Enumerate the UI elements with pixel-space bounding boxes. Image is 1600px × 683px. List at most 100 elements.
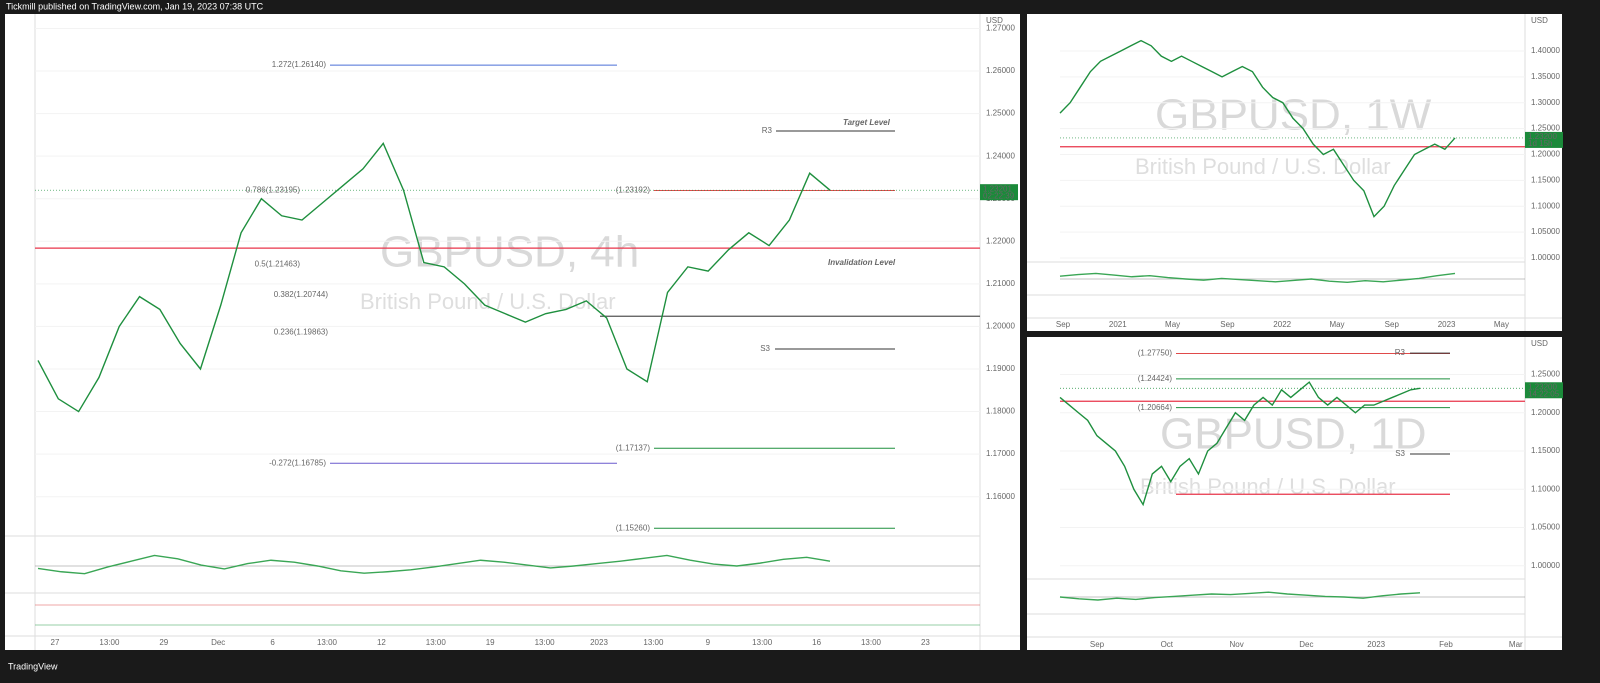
price-line [1059, 381, 1421, 507]
annotation-label: (1.24424) [1138, 374, 1173, 383]
x-tick-label: 29 [159, 638, 168, 647]
y-tick-label: 1.22000 [986, 236, 1015, 245]
header-text: Tickmill published on TradingView.com, J… [6, 1, 264, 11]
y-tick-label: 1.40000 [1531, 46, 1560, 55]
x-tick-label: 6 [270, 638, 275, 647]
y-tick-label: 1.25000 [1531, 370, 1560, 379]
watermark-subtitle: British Pound / U.S. Dollar [1140, 474, 1396, 499]
x-tick-label: Dec [1299, 640, 1313, 649]
annotation-label: S3 [760, 344, 770, 353]
x-tick-label: May [1329, 320, 1344, 329]
annotation-label: (1.17137) [616, 443, 651, 452]
x-tick-label: 13:00 [99, 638, 120, 647]
x-tick-label: 13:00 [861, 638, 882, 647]
x-tick-label: Oct [1161, 640, 1174, 649]
x-tick-label: Nov [1229, 640, 1243, 649]
y-tick-label: 1.20000 [986, 322, 1015, 331]
y-tick-label: 1.24000 [986, 151, 1015, 160]
y-tick-label: 1.25000 [986, 109, 1015, 118]
price-line [37, 142, 831, 413]
price-tag-countdown: 14:22:05 [1528, 389, 1560, 398]
annotation-label: 0.236(1.19863) [274, 327, 329, 336]
y-tick-label: 1.15000 [1531, 446, 1560, 455]
x-tick-label: 2023 [1438, 320, 1456, 329]
price-tag-value: 1.23200 [1528, 132, 1557, 141]
y-tick-label: 1.05000 [1531, 523, 1560, 532]
price-tag-countdown: 1d 15h [1528, 139, 1552, 148]
x-tick-label: 9 [706, 638, 711, 647]
annotation-label: Invalidation Level [828, 258, 896, 267]
x-tick-label: 13:00 [426, 638, 447, 647]
price-tag [1525, 131, 1563, 148]
annotation-label: 1.272(1.26140) [272, 60, 327, 69]
y-tick-label: 1.16000 [986, 492, 1015, 501]
y-tick-label: 1.20000 [1531, 150, 1560, 159]
y-tick-label: 1.21000 [986, 279, 1015, 288]
annotation-label: S3 [1395, 449, 1405, 458]
x-tick-label: Sep [1385, 320, 1400, 329]
main-panel [5, 14, 1020, 650]
oscillator-line [1059, 272, 1456, 284]
y-tick-label: 1.00000 [1531, 253, 1560, 262]
y-tick-label: 1.05000 [1531, 227, 1560, 236]
watermark-title: GBPUSD, 1D [1160, 410, 1427, 459]
x-tick-label: May [1494, 320, 1509, 329]
watermark-title: GBPUSD, 4h [380, 228, 639, 277]
y-tick-label: 1.18000 [986, 407, 1015, 416]
x-tick-label: 19 [486, 638, 495, 647]
annotation-label: 0.382(1.20744) [274, 290, 329, 299]
y-tick-label: 1.30000 [1531, 98, 1560, 107]
x-tick-label: Sep [1220, 320, 1235, 329]
x-tick-label: 13:00 [643, 638, 664, 647]
x-tick-label: Sep [1056, 320, 1071, 329]
annotation-label: (1.27750) [1138, 349, 1173, 358]
y-tick-label: 1.35000 [1531, 72, 1560, 81]
x-tick-label: 2022 [1273, 320, 1291, 329]
annotation-label: 0.5(1.21463) [255, 259, 301, 268]
x-tick-label: Feb [1439, 640, 1453, 649]
price-tag-value: 1.23200 [1528, 382, 1557, 391]
x-tick-label: Sep [1090, 640, 1105, 649]
oscillator-line [37, 554, 831, 575]
currency-label: USD [1531, 16, 1548, 25]
y-tick-label: 1.10000 [1531, 484, 1560, 493]
x-tick-label: 13:00 [317, 638, 338, 647]
annotation-label: R3 [762, 126, 773, 135]
x-tick-label: 2023 [1367, 640, 1385, 649]
footer-brand: TradingView [8, 661, 58, 671]
annotation-label: 0.786(1.23195) [246, 186, 301, 195]
y-tick-label: 1.26000 [986, 66, 1015, 75]
x-tick-label: 13:00 [535, 638, 556, 647]
annotation-label: (1.20664) [1138, 403, 1173, 412]
y-tick-label: 1.20000 [1531, 408, 1560, 417]
x-tick-label: Mar [1509, 640, 1523, 649]
price-tag-value: 1.23201 [983, 184, 1012, 193]
annotation-label: -0.272(1.16785) [269, 458, 326, 467]
y-tick-label: 1.00000 [1531, 561, 1560, 570]
x-tick-label: 27 [51, 638, 60, 647]
x-tick-label: May [1165, 320, 1180, 329]
x-tick-label: 23 [921, 638, 930, 647]
y-tick-label: 1.15000 [1531, 175, 1560, 184]
price-tag [1525, 382, 1563, 399]
x-tick-label: 13:00 [752, 638, 773, 647]
watermark-subtitle: British Pound / U.S. Dollar [1135, 154, 1391, 179]
annotation-label: (1.23192) [616, 186, 651, 195]
y-tick-label: 1.19000 [986, 364, 1015, 373]
y-tick-label: 1.25000 [1531, 124, 1560, 133]
x-tick-label: 16 [812, 638, 821, 647]
annotation-label: (1.15260) [616, 523, 651, 532]
weekly-panel [1027, 14, 1562, 331]
annotation-label: R3 [1395, 348, 1406, 357]
oscillator-line [1059, 591, 1421, 601]
y-tick-label: 1.10000 [1531, 201, 1560, 210]
annotation-label: Target Level [843, 118, 891, 127]
currency-label: USD [986, 16, 1003, 25]
x-tick-label: 12 [377, 638, 386, 647]
price-tag-countdown: 02:22:39 [983, 191, 1015, 200]
y-tick-label: 1.17000 [986, 449, 1015, 458]
price-tag [980, 184, 1018, 201]
price-line [1059, 39, 1456, 218]
x-tick-label: 2023 [590, 638, 608, 647]
